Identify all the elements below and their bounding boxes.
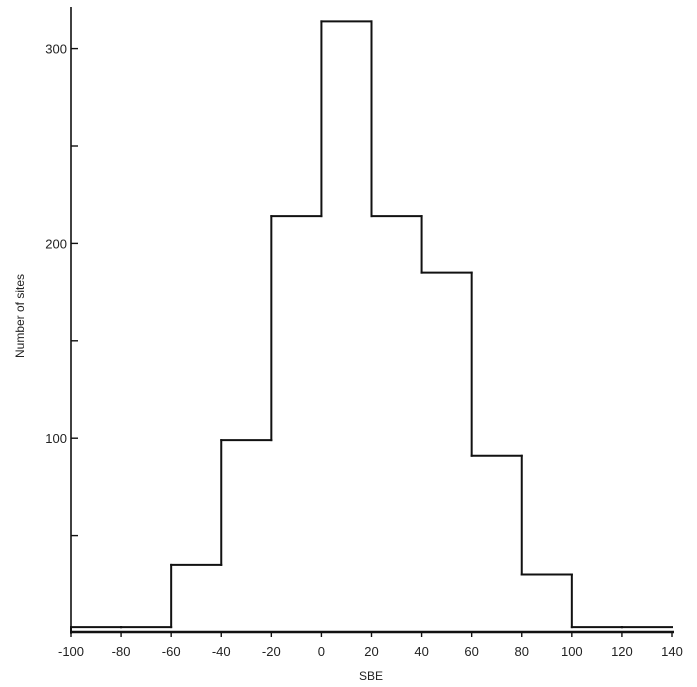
histogram-steps [70,20,673,633]
y-axis-title: Number of sites [13,274,27,358]
histogram-bin [370,20,423,218]
x-tick-label: 140 [661,644,683,659]
x-tick-label: -80 [112,644,131,659]
x-tick-label: 80 [515,644,529,659]
histogram-bin [70,626,123,633]
histogram-bin [570,573,623,629]
histogram-bin [170,563,223,629]
histogram-bin [420,215,473,274]
x-tick-label: 100 [561,644,583,659]
x-tick-label: 20 [364,644,378,659]
histogram-bin [320,20,373,218]
x-tick-label: 60 [464,644,478,659]
histogram-bin [270,215,323,442]
tick-labels: -100 -80 -60 -40 -20 0 20 40 60 80 100 120 140 100 200… [45,42,683,659]
y-tick-label: 300 [45,42,67,57]
x-tick-label: -100 [58,644,84,659]
y-tick-label: 100 [45,431,67,446]
x-tick-label: -20 [262,644,281,659]
x-tick-label: 0 [318,644,325,659]
histogram-bin [220,439,273,566]
histogram-bin [520,454,573,576]
y-tick-label: 200 [45,236,67,251]
histogram-bin [470,271,523,457]
x-axis-title: SBE [359,669,383,683]
x-tick-label: -40 [212,644,231,659]
x-tick-label: 40 [414,644,428,659]
tick-marks [70,47,673,637]
x-tick-label: -60 [162,644,181,659]
x-tick-label: 120 [611,644,633,659]
